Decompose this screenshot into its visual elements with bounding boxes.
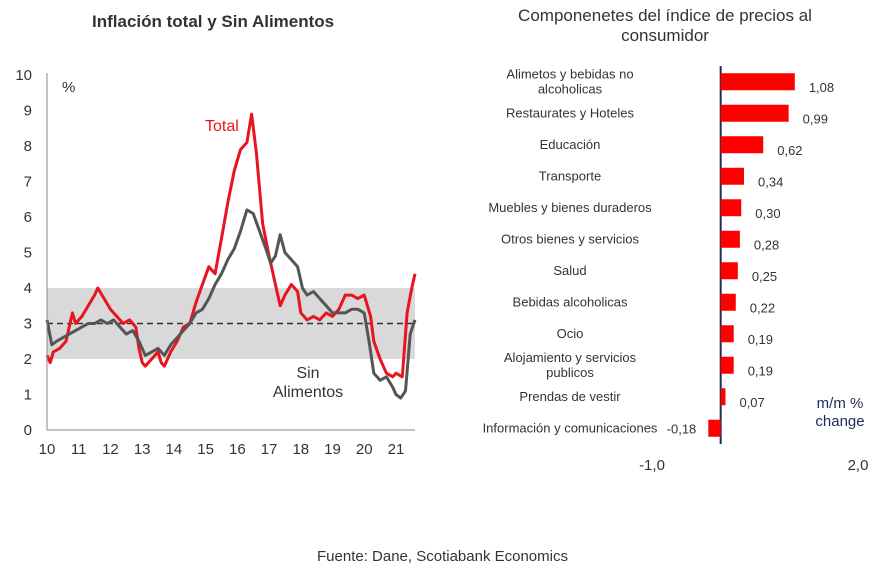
x-tick-label: 21	[388, 441, 405, 458]
category-label: publicos	[546, 365, 594, 380]
category-label: Bebidas alcoholicas	[513, 294, 628, 309]
y-tick-label: 5	[24, 245, 32, 262]
category-label: alcoholicas	[538, 81, 603, 96]
left-chart-title: Inflación total y Sin Alimentos	[92, 12, 335, 31]
sin-alimentos-label-line-1: Sin	[296, 365, 319, 382]
bar	[720, 293, 736, 311]
bar	[720, 262, 738, 280]
category-label: Prendas de vestir	[519, 389, 621, 404]
bar-value-label: 0,99	[803, 111, 828, 126]
y-tick-label: 0	[24, 422, 32, 439]
category-label: Salud	[553, 263, 586, 278]
bar-value-label: 0,62	[777, 143, 802, 158]
series-line-sin-alimentos	[45, 208, 417, 400]
bar-value-label: 0,28	[754, 237, 779, 252]
right-chart-title: Componenetes del índice de precios al co…	[485, 6, 845, 46]
x-tick-label: 19	[324, 441, 341, 458]
sin-alimentos-label-line-2: Alimentos	[273, 384, 343, 401]
bar-value-label: 1,08	[809, 80, 834, 95]
series-line-total	[45, 112, 417, 379]
x-tick-label: 16	[229, 441, 246, 458]
bar-value-label: 0,30	[755, 206, 780, 221]
x-tick-label: 13	[134, 441, 151, 458]
right-chart-title-line-1: Componenetes del índice de precios al	[518, 6, 812, 25]
bar	[720, 230, 740, 248]
x-tick-label: 15	[197, 441, 214, 458]
unit-label-line-2: change	[815, 413, 864, 430]
y-tick-label: 2	[24, 351, 32, 368]
bar	[720, 104, 789, 122]
bar-value-label: -0,18	[667, 421, 697, 436]
x-tick-label: 18	[292, 441, 309, 458]
x-tick-label: 10	[39, 441, 56, 458]
category-label: Otros bienes y servicios	[501, 231, 639, 246]
bar-value-label: 0,07	[739, 395, 764, 410]
x-tick-label: 17	[261, 441, 278, 458]
bar	[720, 136, 764, 154]
total-series-label: Total	[205, 118, 239, 135]
category-label: Educación	[540, 137, 601, 152]
bar	[720, 325, 734, 343]
x-tick-label: 14	[166, 441, 183, 458]
category-label: Alojamiento y servicios	[504, 350, 637, 365]
bar-value-label: 0,19	[748, 332, 773, 347]
x-tick-label: 11	[71, 441, 87, 458]
right-chart-title-line-2: consumidor	[621, 26, 709, 45]
category-label: Transporte	[539, 168, 601, 183]
x-tick-label: -1,0	[639, 457, 665, 474]
y-tick-label: 1	[24, 387, 32, 404]
bar	[708, 419, 721, 437]
y-tick-label: 6	[24, 209, 32, 226]
y-tick-label: 8	[24, 138, 32, 155]
y-tick-label: 10	[15, 67, 32, 84]
y-tick-label: 9	[24, 103, 32, 120]
x-tick-label: 2,0	[848, 457, 869, 474]
category-label: Alimetos y bebidas no	[506, 66, 633, 81]
x-tick-label: 20	[356, 441, 373, 458]
y-unit-label: %	[62, 79, 75, 96]
category-label: Información y comunicaciones	[483, 420, 658, 435]
y-tick-label: 3	[24, 316, 32, 333]
bar	[720, 199, 742, 217]
bar-value-label: 0,22	[750, 300, 775, 315]
y-tick-label: 7	[24, 174, 32, 191]
category-label: Muebles y bienes duraderos	[488, 200, 652, 215]
category-label: Restaurates y Hoteles	[506, 105, 634, 120]
bar	[720, 167, 745, 185]
bar	[720, 73, 795, 91]
bar	[720, 356, 734, 374]
y-tick-label: 4	[24, 280, 32, 297]
bar-value-label: 0,19	[748, 363, 773, 378]
source-note: Fuente: Dane, Scotiabank Economics	[317, 548, 568, 565]
bar-value-label: 0,25	[752, 269, 777, 284]
unit-label-line-1: m/m %	[817, 395, 864, 412]
x-tick-label: 12	[102, 441, 119, 458]
bar-value-label: 0,34	[758, 174, 783, 189]
category-label: Ocio	[557, 326, 584, 341]
bar	[720, 388, 726, 406]
